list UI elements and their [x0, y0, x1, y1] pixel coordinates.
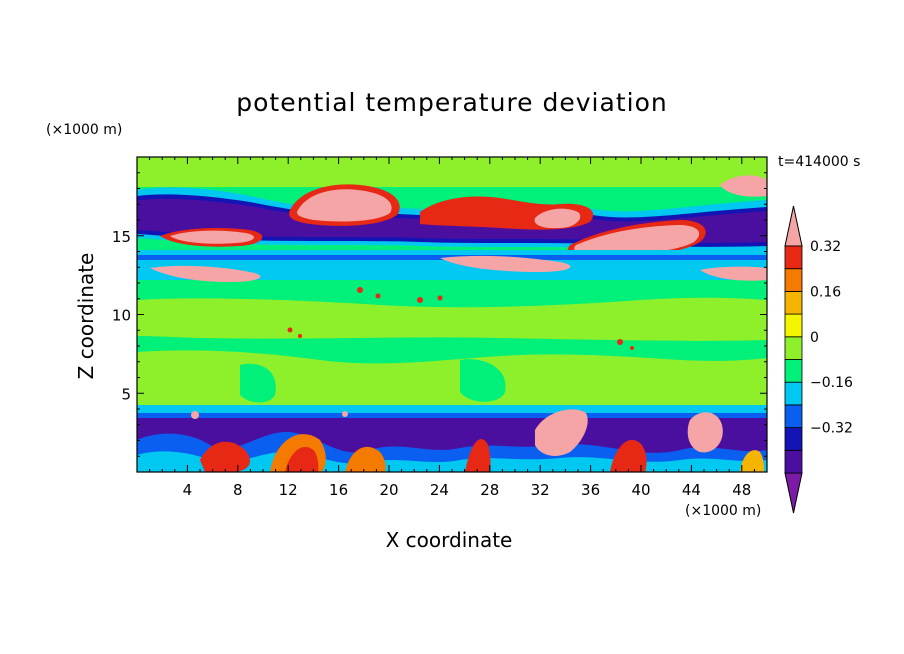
- colorbar-swatch: [784, 336, 803, 360]
- x-tick-label: 20: [379, 481, 398, 499]
- contour-field: [137, 157, 767, 472]
- colorbar-label: 0.32: [810, 239, 841, 255]
- colorbar-swatch: [784, 381, 803, 406]
- colorbar-label: 0.16: [810, 284, 841, 300]
- colorbar-swatch: [784, 449, 803, 474]
- chart-title: potential temperature deviation: [236, 88, 668, 117]
- y-tick-label: 5: [121, 385, 131, 403]
- colorbar-swatch: [784, 268, 803, 292]
- colorbar-swatch: [784, 313, 803, 338]
- x-tick-label: 16: [329, 481, 348, 499]
- x-tick-label: 48: [732, 481, 751, 499]
- colorbar-label: 0: [810, 330, 819, 346]
- x-tick-label: 44: [682, 481, 701, 499]
- x-axis: 4 8 12 16 20 24 28 32 36 40 44 48: [149, 157, 755, 499]
- x-tick-label: 40: [631, 481, 650, 499]
- colorbar-swatch: [784, 404, 803, 428]
- colorbar: −0.32 −0.16 0 0.16 0.32: [784, 205, 853, 514]
- colorbar-swatch: [784, 245, 803, 270]
- colorbar-swatch: [784, 290, 803, 315]
- colorbar-label: −0.16: [810, 375, 853, 391]
- x-tick-label: 32: [531, 481, 550, 499]
- x-tick-label: 12: [279, 481, 298, 499]
- y-tick-label: 10: [112, 307, 131, 325]
- colorbar-max-arrow: [784, 205, 803, 247]
- x-tick-label: 28: [480, 481, 499, 499]
- x-units-label: (×1000 m): [685, 503, 762, 519]
- colorbar-swatch: [784, 427, 803, 451]
- colorbar-swatch: [784, 359, 803, 383]
- colorbar-label: −0.32: [810, 421, 853, 437]
- z-units-label: (×1000 m): [46, 122, 123, 138]
- y-axis: 5 10 15: [112, 172, 767, 457]
- x-tick-label: 36: [581, 481, 600, 499]
- x-tick-label: 8: [233, 481, 243, 499]
- y-tick-label: 15: [112, 228, 131, 246]
- colorbar-min-arrow: [784, 472, 803, 514]
- x-axis-label: X coordinate: [385, 528, 513, 552]
- time-label: t=414000 s: [778, 154, 861, 170]
- x-tick-label: 24: [430, 481, 449, 499]
- x-tick-label: 4: [183, 481, 193, 499]
